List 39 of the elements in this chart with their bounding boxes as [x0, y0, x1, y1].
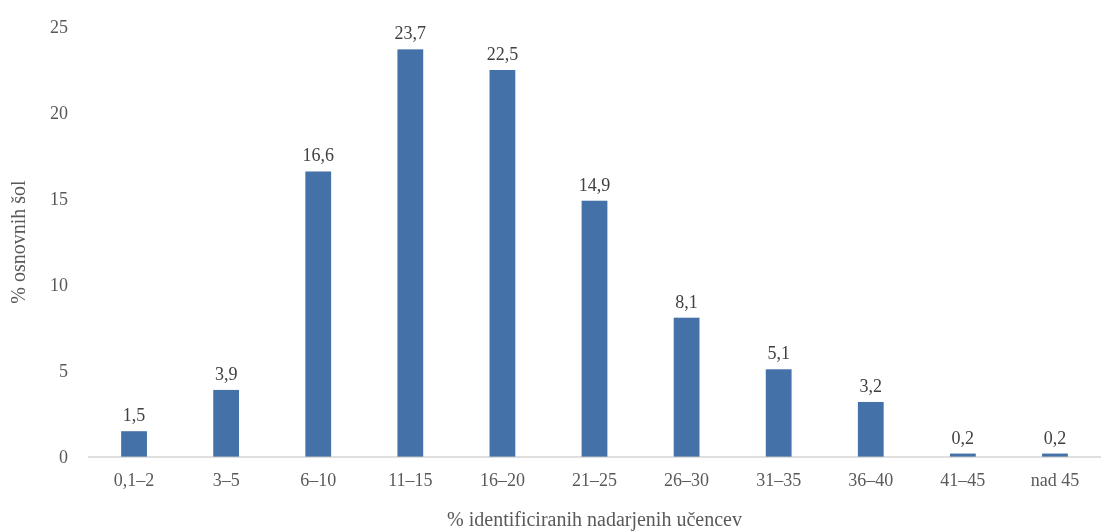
x-tick-label: 0,1–2 [113, 470, 155, 490]
x-tick-label: 3–5 [212, 470, 240, 490]
data-label: 8,1 [675, 291, 698, 312]
data-label: 3,2 [859, 375, 883, 396]
data-label: 0,2 [1043, 427, 1067, 448]
bar [213, 389, 240, 457]
bar [489, 70, 516, 457]
x-tick-label: 41–45 [940, 470, 986, 490]
bar [765, 369, 792, 457]
data-label: 22,5 [486, 44, 519, 64]
x-axis-title: % identificiranih nadarjenih učencev [447, 508, 742, 531]
data-label: 1,5 [122, 405, 146, 426]
data-label: 0,2 [951, 427, 975, 448]
data-label: 14,9 [578, 174, 611, 195]
y-axis-title: % osnovnih šol [7, 179, 29, 304]
data-label: 16,6 [302, 145, 334, 166]
bar [581, 200, 608, 457]
y-tick-label: 20 [50, 103, 68, 124]
data-label: 23,7 [394, 23, 427, 44]
x-tick-label: 36–40 [848, 470, 894, 490]
y-tick-label: 5 [59, 361, 68, 382]
x-tick-label: nad 45 [1030, 470, 1080, 490]
x-tick-label: 11–15 [388, 470, 433, 490]
y-tick-label: 25 [50, 17, 68, 38]
x-tick-label: 6–10 [300, 470, 337, 490]
bar [673, 317, 700, 457]
bar [305, 171, 332, 457]
x-tick-label: 31–35 [756, 470, 802, 490]
x-tick-label: 21–25 [572, 470, 617, 490]
x-tick-label: 16–20 [479, 470, 525, 490]
bar [121, 431, 147, 457]
data-label: 3,9 [214, 363, 238, 384]
bar [397, 49, 424, 457]
y-tick-label: 0 [59, 447, 68, 468]
data-label: 5,1 [767, 343, 790, 364]
x-tick-label: 26–30 [664, 470, 710, 490]
y-tick-label: 10 [50, 275, 68, 296]
y-tick-label: 15 [50, 189, 68, 210]
bar [857, 401, 884, 457]
